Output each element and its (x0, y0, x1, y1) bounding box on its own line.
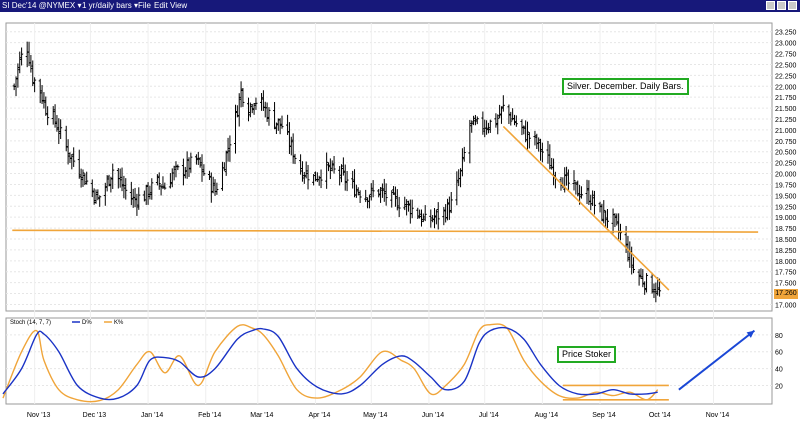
price-tick-label: 18.250 (775, 248, 797, 255)
price-tick-label: 21.250 (775, 117, 797, 124)
menu-view[interactable]: View (170, 1, 188, 10)
last-price-tag: 17.260 (774, 289, 798, 299)
stoch-line-k (2, 323, 659, 403)
time-axis: Nov '13 Dec '13 Jan '14 Feb '14 Mar '14 Apr '… (27, 412, 730, 419)
month-tick-label: Oct '14 (649, 412, 671, 419)
price-grid (5, 22, 773, 312)
stoch-legend: Stoch (14, 7, 7) D% K% (10, 320, 124, 326)
price-tick-label: 21.500 (775, 106, 797, 113)
price-tick-label: 21.750 (775, 95, 797, 102)
stoch-panel-border (5, 317, 773, 405)
close-icon[interactable] (788, 1, 797, 10)
price-tick-label: 22.500 (775, 62, 797, 69)
stoch-tick-label: 80 (775, 333, 783, 340)
month-tick-label: Apr '14 (308, 412, 330, 419)
month-tick-label: Aug '14 (535, 412, 559, 419)
trendlines (12, 125, 759, 291)
price-tick-label: 17.750 (775, 270, 797, 277)
price-tick-label: 18.500 (775, 237, 797, 244)
month-tick-label: Jul '14 (479, 412, 499, 419)
ohlc-bars (12, 41, 662, 303)
stoch-tick-label: 60 (775, 350, 783, 357)
projection-arrow-shaft (678, 329, 756, 391)
vertical-grid (34, 23, 715, 404)
price-tick-label: 21.000 (775, 128, 797, 135)
minimize-icon[interactable] (766, 1, 775, 10)
month-tick-label: Nov '13 (27, 412, 51, 419)
month-tick-label: Jan '14 (141, 412, 163, 419)
month-tick-label: Nov '14 (706, 412, 730, 419)
price-tick-label: 23.000 (775, 41, 797, 48)
price-tick-label: 22.250 (775, 73, 797, 80)
stoker-annotation: Price Stoker (557, 346, 617, 363)
month-tick-label: Feb '14 (198, 412, 221, 419)
stoch-tick-label: 20 (775, 383, 783, 390)
price-tick-label: 19.750 (775, 182, 797, 189)
stoch-series (2, 323, 669, 403)
legend-label: K% (114, 320, 124, 326)
month-tick-label: Dec '13 (83, 412, 107, 419)
menu-edit[interactable]: Edit (154, 1, 168, 10)
price-tick-label: 22.750 (775, 52, 797, 59)
price-tick-label: 19.500 (775, 193, 797, 200)
price-axis: 23.250 23.000 22.750 22.500 22.250 22.000 21.7… (775, 30, 797, 310)
support-line (12, 229, 759, 233)
stoch-indicator-label: Stoch (14, 7, 7) (10, 320, 51, 326)
price-tick-label: 22.000 (775, 84, 797, 91)
down-trendline (502, 125, 670, 291)
symbol-selector[interactable]: SI Dec'14 @NYMEX ▾ (2, 1, 82, 10)
month-tick-label: Sep '14 (592, 412, 616, 419)
maximize-icon[interactable] (777, 1, 786, 10)
interval-selector[interactable]: 1 yr/daily bars ▾ (82, 1, 139, 10)
price-tick-label: 23.250 (775, 30, 797, 37)
stoch-tick-label: 40 (775, 367, 783, 374)
month-tick-label: May '14 (363, 412, 387, 419)
window-controls (766, 1, 798, 11)
price-tick-label: 20.000 (775, 172, 797, 179)
month-tick-label: Mar '14 (250, 412, 273, 419)
price-tick-label: 18.750 (775, 226, 797, 233)
price-tick-label: 17.000 (775, 302, 797, 309)
title-bar: SI Dec'14 @NYMEX ▾ 1 yr/daily bars ▾ Fil… (0, 0, 800, 12)
month-tick-label: Jun '14 (422, 412, 444, 419)
stoch-grid (5, 317, 773, 405)
menu-file[interactable]: File (138, 1, 151, 10)
projection-arrow (678, 329, 756, 391)
silver-annotation: Silver. December. Daily Bars. (562, 78, 689, 95)
price-tick-label: 18.000 (775, 259, 797, 266)
price-panel-border (5, 22, 773, 312)
stoch-axis: 80 60 40 20 (775, 333, 783, 391)
price-tick-label: 20.500 (775, 150, 797, 157)
stoch-line-d (2, 326, 658, 401)
price-tick-label: 20.250 (775, 161, 797, 168)
projection-arrow-head (746, 330, 755, 338)
price-tick-label: 19.250 (775, 204, 797, 211)
legend-label: D% (82, 320, 92, 326)
price-tick-label: 17.500 (775, 281, 797, 288)
price-tick-label: 20.750 (775, 139, 797, 146)
price-tick-label: 19.000 (775, 215, 797, 222)
